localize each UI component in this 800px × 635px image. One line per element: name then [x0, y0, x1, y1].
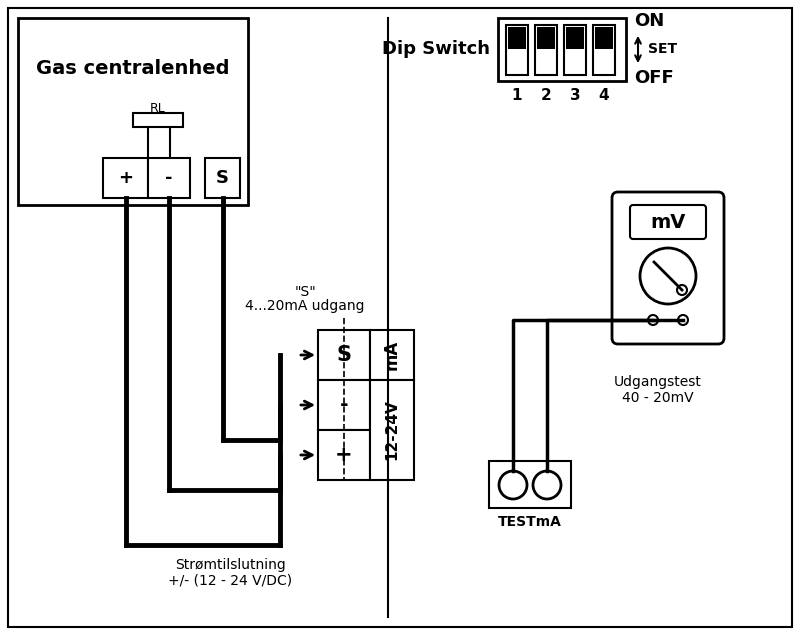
Text: Udgangstest
40 - 20mV: Udgangstest 40 - 20mV — [614, 375, 702, 405]
Text: OFF: OFF — [634, 69, 674, 87]
Bar — [564, 25, 586, 75]
Text: S: S — [216, 169, 229, 187]
Text: mV: mV — [650, 213, 686, 232]
Bar — [103, 158, 148, 198]
Text: +: + — [335, 445, 353, 465]
Bar — [595, 27, 613, 49]
Circle shape — [677, 285, 687, 295]
Text: Gas centralenhed: Gas centralenhed — [36, 58, 230, 77]
Text: 2: 2 — [541, 88, 551, 104]
Bar — [18, 18, 248, 205]
Bar — [318, 330, 370, 380]
Circle shape — [499, 471, 527, 499]
Circle shape — [648, 315, 658, 325]
Text: Dip Switch: Dip Switch — [382, 41, 490, 58]
Text: 4: 4 — [598, 88, 610, 104]
Text: -: - — [166, 169, 173, 187]
Bar — [205, 158, 240, 198]
Bar — [318, 380, 370, 430]
Circle shape — [678, 315, 688, 325]
FancyBboxPatch shape — [630, 205, 706, 239]
Bar — [133, 113, 183, 127]
Circle shape — [533, 471, 561, 499]
Bar — [498, 18, 626, 81]
Text: 1: 1 — [512, 88, 522, 104]
Bar — [489, 461, 571, 508]
Text: Strømtilslutning: Strømtilslutning — [174, 558, 286, 572]
Bar — [535, 25, 557, 75]
Text: TESTmA: TESTmA — [498, 515, 562, 529]
Text: SET: SET — [648, 42, 677, 56]
Bar — [318, 430, 370, 480]
Bar — [566, 27, 584, 49]
Bar — [508, 27, 526, 49]
Text: "S": "S" — [294, 285, 316, 299]
Bar — [506, 25, 528, 75]
FancyBboxPatch shape — [612, 192, 724, 344]
Text: 3: 3 — [570, 88, 580, 104]
Text: +/- (12 - 24 V/DC): +/- (12 - 24 V/DC) — [168, 573, 292, 587]
Bar — [370, 330, 414, 380]
Bar — [537, 27, 555, 49]
Text: 12-24V: 12-24V — [385, 399, 399, 460]
Bar — [148, 158, 190, 198]
Text: RL: RL — [150, 102, 166, 114]
Text: +: + — [118, 169, 133, 187]
Bar — [593, 25, 615, 75]
Circle shape — [640, 248, 696, 304]
Text: ON: ON — [634, 12, 664, 30]
Text: mA: mA — [383, 340, 401, 370]
Text: -: - — [340, 395, 348, 415]
Bar — [370, 380, 414, 480]
Text: 4...20mA udgang: 4...20mA udgang — [246, 299, 365, 313]
Text: S: S — [337, 345, 351, 365]
